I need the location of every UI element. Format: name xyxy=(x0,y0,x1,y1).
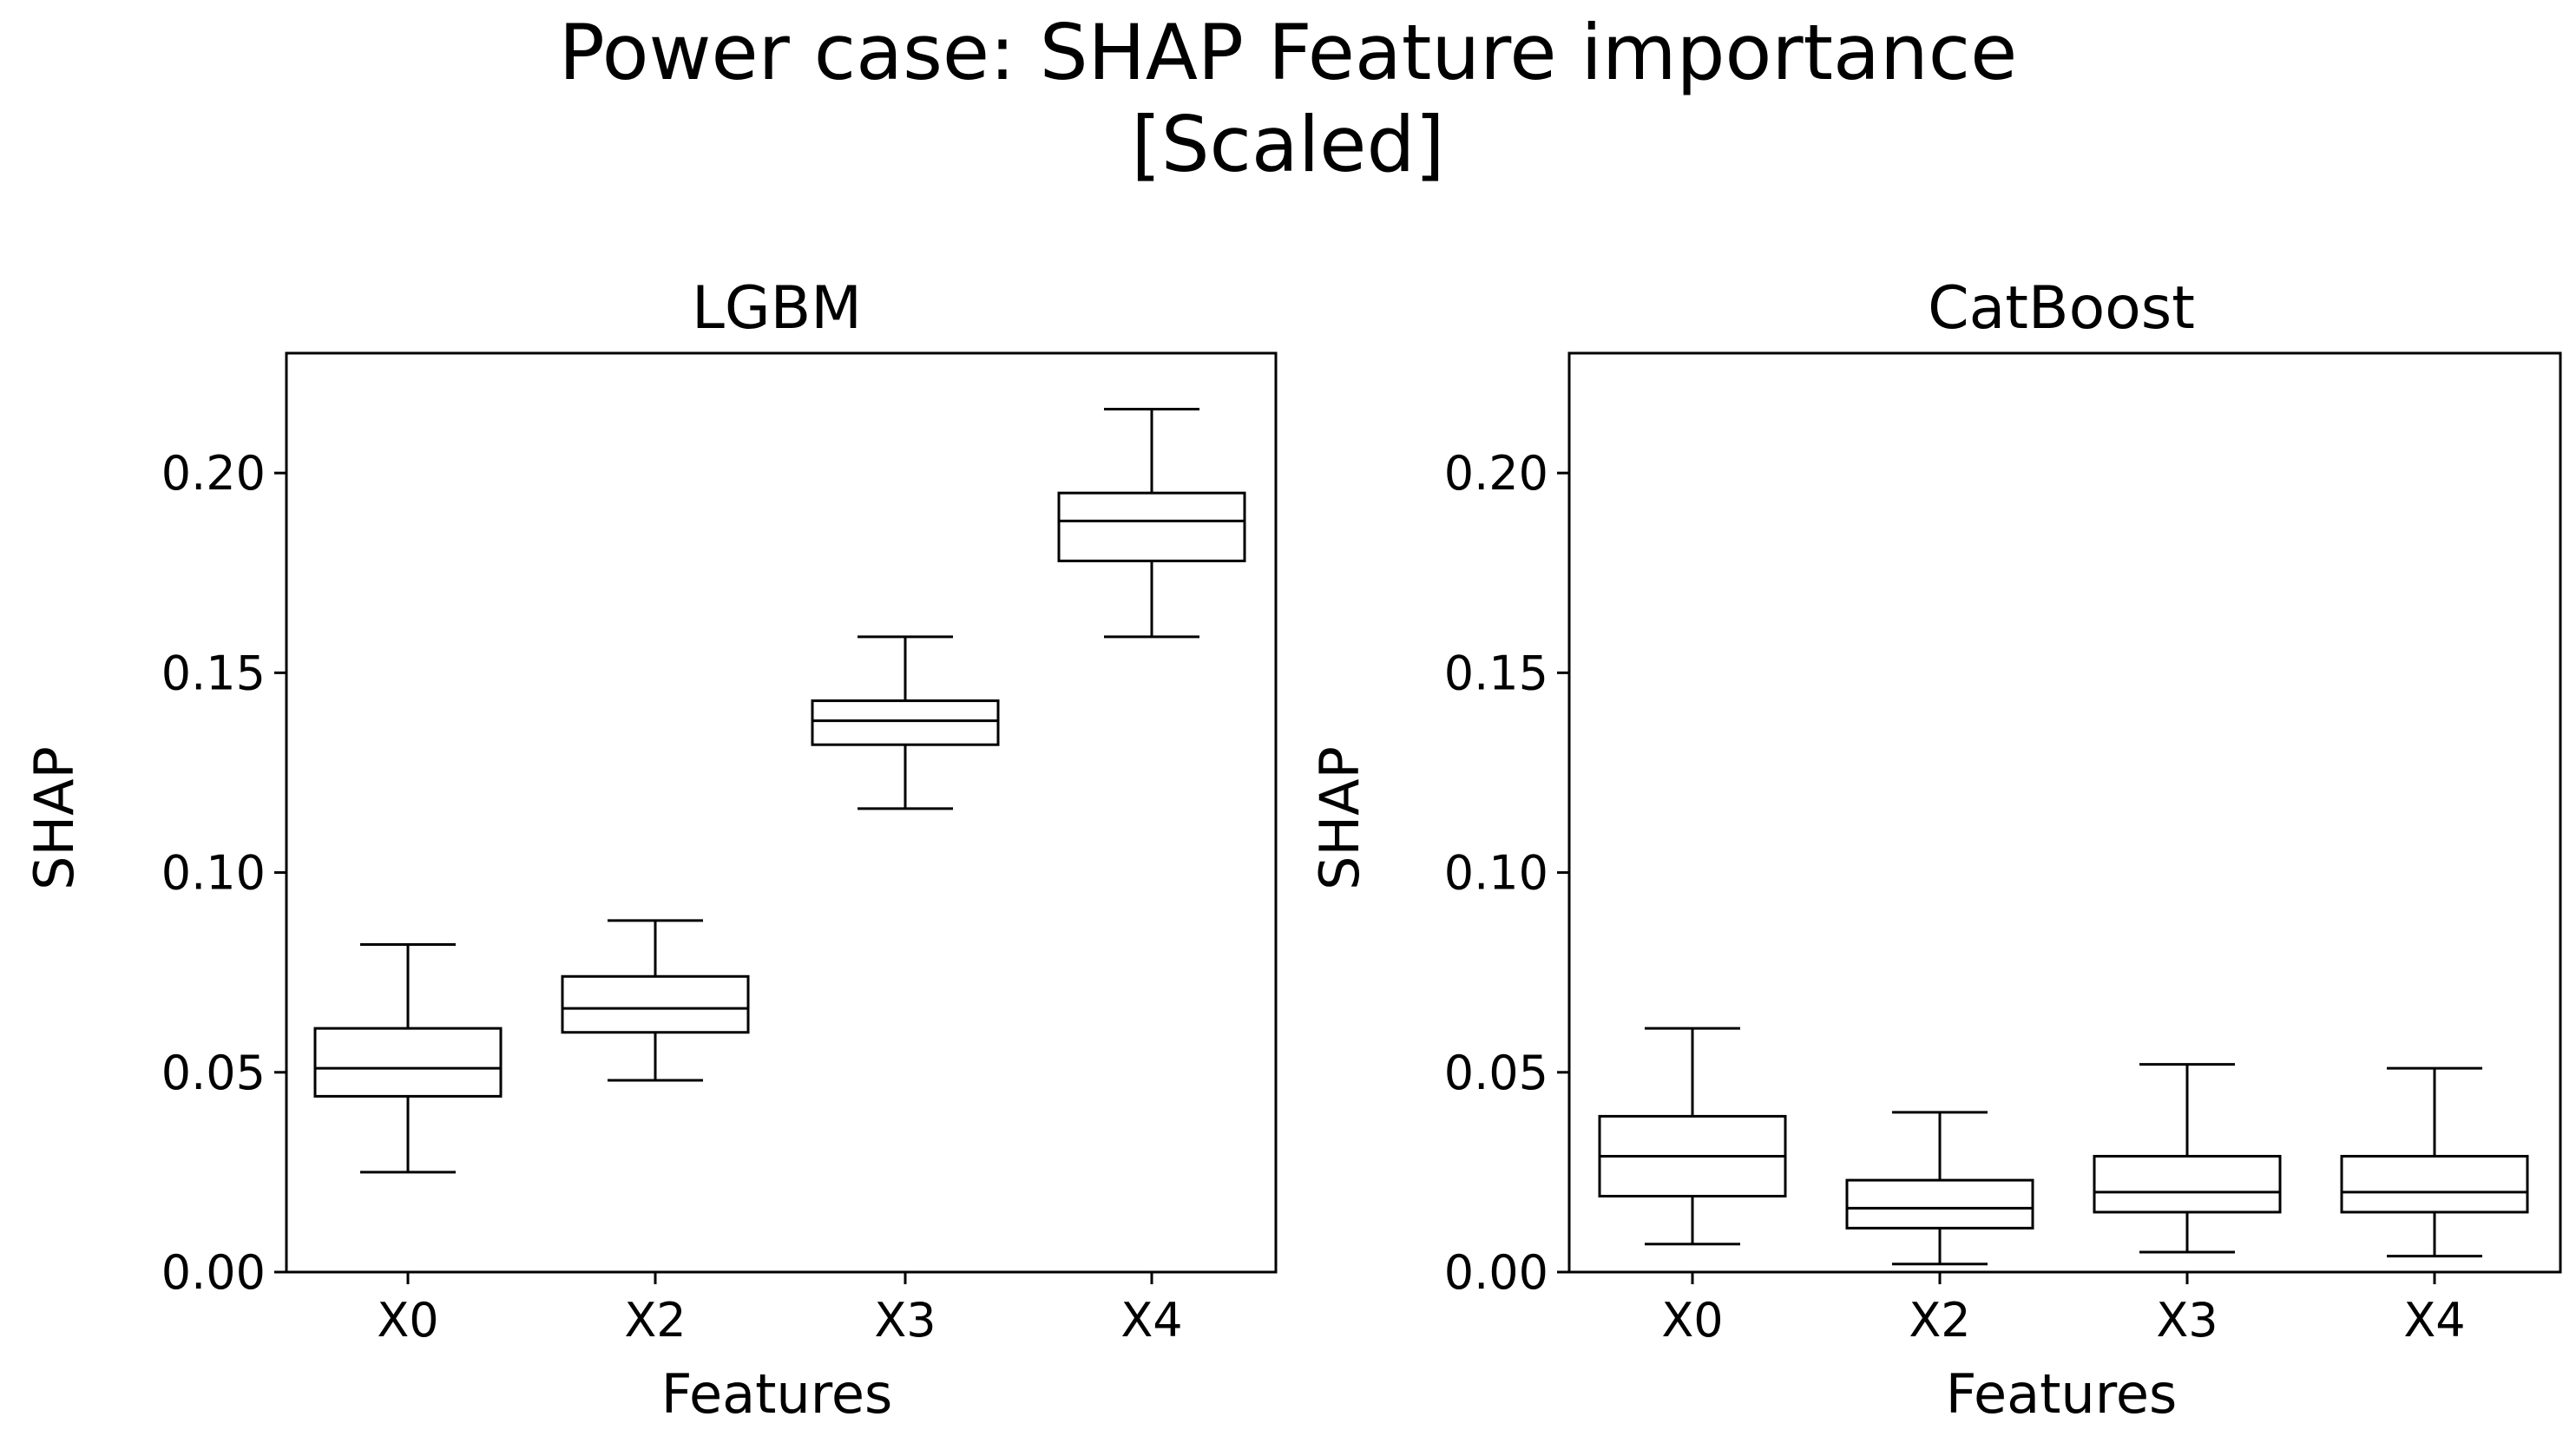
y-tick-label: 0.00 xyxy=(1444,1245,1548,1300)
x-tick-label-x4: X4 xyxy=(2403,1293,2465,1348)
iqr-box xyxy=(561,974,750,1034)
x-tick-label-x4: X4 xyxy=(1120,1293,1182,1348)
box-lgbm-x2 xyxy=(561,919,750,1082)
y-tick-label: 0.10 xyxy=(161,846,266,901)
subplot-title-catboost: CatBoost xyxy=(1928,274,2195,343)
panel-lgbm: LGBM Features SHAP 0.000.050.100.150.20 … xyxy=(23,274,1278,1426)
y-tick-label: 0.15 xyxy=(1444,646,1548,700)
x-tick-label-x3: X3 xyxy=(2156,1293,2218,1348)
box-catboost-x3 xyxy=(2093,1063,2282,1254)
x-ticks-catboost: X0 X2 X3 X4 xyxy=(1661,1272,2466,1348)
box-lgbm-x3 xyxy=(811,635,1000,810)
y-ticks-lgbm: 0.00 0.05 0.10 0.15 0.20 xyxy=(161,446,286,1300)
figure-title-line-2: [Scaled] xyxy=(1131,100,1445,189)
panel-catboost: CatBoost Features SHAP 0.000.050.100.150… xyxy=(1308,274,2562,1426)
y-tick-label: 0.10 xyxy=(1444,846,1548,901)
x-axis-label-lgbm: Features xyxy=(661,1362,893,1426)
box-catboost-x2 xyxy=(1845,1111,2034,1266)
subplot-title-lgbm: LGBM xyxy=(692,274,862,343)
x-tick-label-x2: X2 xyxy=(624,1293,686,1348)
x-tick-label-x3: X3 xyxy=(874,1293,936,1348)
iqr-box xyxy=(1057,491,1246,562)
x-tick-label-x2: X2 xyxy=(1909,1293,1970,1348)
x-tick-label-x0: X0 xyxy=(1661,1293,1723,1348)
figure-title-line-1: Power case: SHAP Feature importance xyxy=(558,8,2018,97)
x-ticks-lgbm: X0 X2 X3 X4 xyxy=(377,1272,1183,1348)
iqr-box xyxy=(811,699,1000,746)
plot-frame-catboost xyxy=(1567,351,2562,1274)
y-tick-label: 0.00 xyxy=(161,1245,266,1300)
iqr-box xyxy=(2340,1154,2529,1214)
iqr-box xyxy=(313,1027,503,1098)
y-tick-label: 0.20 xyxy=(161,446,266,501)
iqr-box xyxy=(2093,1154,2282,1214)
y-axis-label-lgbm: SHAP xyxy=(23,746,86,890)
y-tick-label: 0.20 xyxy=(1444,446,1548,501)
x-tick-label-x0: X0 xyxy=(377,1293,438,1348)
plot-frame-lgbm xyxy=(285,351,1278,1274)
y-tick-label: 0.05 xyxy=(161,1046,266,1100)
boxes-lgbm xyxy=(313,407,1246,1174)
box-lgbm-x4 xyxy=(1057,407,1246,639)
box-catboost-x0 xyxy=(1598,1027,1787,1246)
y-tick-label: 0.15 xyxy=(161,646,266,700)
boxes-catboost xyxy=(1598,1027,2529,1266)
iqr-box xyxy=(1845,1178,2034,1230)
x-axis-label-catboost: Features xyxy=(1946,1362,2178,1426)
y-tick-label: 0.05 xyxy=(1444,1046,1548,1100)
box-lgbm-x0 xyxy=(313,942,503,1174)
box-catboost-x4 xyxy=(2340,1066,2529,1258)
y-axis-label-catboost: SHAP xyxy=(1308,746,1371,890)
y-ticks-catboost: 0.00 0.05 0.10 0.15 0.20 xyxy=(1444,446,1569,1300)
